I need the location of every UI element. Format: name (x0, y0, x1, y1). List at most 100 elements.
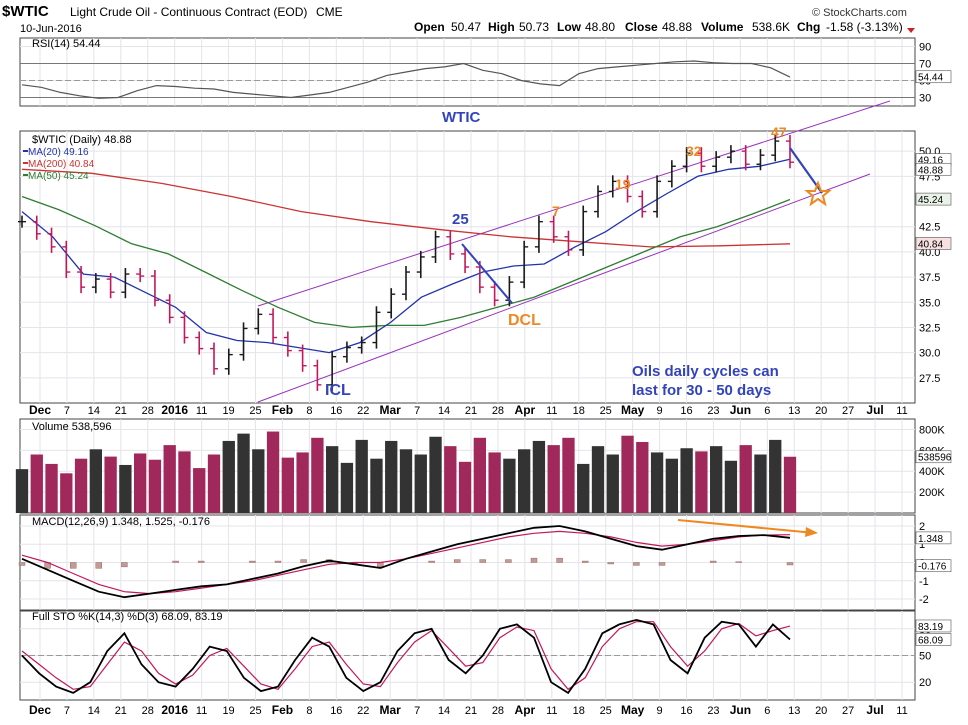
x-tick-label: 21 (115, 705, 127, 717)
volume-bar (665, 458, 679, 513)
price-y-tick-label: 40.0 (919, 247, 940, 259)
volume-bar (754, 454, 767, 513)
x-tick-label: Jun (730, 403, 751, 417)
volume-bar (222, 440, 235, 513)
sto-y-tick-label: 50 (919, 651, 931, 663)
target-star-icon (804, 180, 832, 207)
volume-bar (281, 457, 295, 513)
x-tick-label: 14 (88, 405, 100, 417)
volume-bar (30, 454, 43, 513)
volume-bar (193, 468, 206, 513)
x-tick-label: May (621, 703, 645, 717)
x-tick-label: 25 (249, 405, 261, 417)
volume-bar (15, 469, 29, 513)
macd-histogram-bar (274, 560, 282, 563)
volume-bar (458, 461, 472, 513)
x-tick-label: 22 (357, 705, 369, 717)
x-tick-label: 9 (657, 705, 663, 717)
macd-y-tick-label: -1 (919, 576, 929, 588)
volume-label: Volume (701, 20, 744, 34)
macd-histogram-bar (556, 557, 563, 563)
x-tick-label: Jun (730, 703, 751, 717)
macd-histogram-bar (18, 562, 26, 566)
x-tick-label: 11 (546, 705, 557, 717)
x-tick-label: 28 (492, 705, 504, 717)
x-tick-label: 23 (707, 705, 719, 717)
annotation-wtic: WTIC (442, 109, 480, 126)
volume-y-tick-label: 200K (919, 487, 945, 499)
x-tick-label: Jul (866, 703, 883, 717)
x-tick-label: 16 (330, 705, 342, 717)
high-value: 50.73 (519, 20, 549, 34)
chg-value: -1.58 (-3.13%) (826, 20, 903, 34)
x-tick-label: 9 (657, 405, 663, 417)
x-tick-label: 25 (600, 405, 612, 417)
price-y-tick-label: 27.5 (919, 373, 940, 385)
annotation-note-line-1: Oils daily cycles can (632, 363, 779, 380)
x-tick-label: 14 (438, 705, 450, 717)
open-value: 50.47 (451, 20, 481, 34)
volume-bar (325, 446, 339, 513)
ma50-line (21, 195, 791, 329)
x-tick-label: 21 (465, 405, 477, 417)
x-tick-label: Dec (29, 703, 51, 717)
x-tick-label: 14 (438, 405, 450, 417)
rsi-y-tick-label: 70 (919, 59, 931, 71)
x-tick-label: Mar (380, 403, 402, 417)
macd-histogram-bar (658, 562, 666, 566)
macd-histogram-bar (505, 559, 512, 563)
volume-bar (739, 445, 752, 513)
volume-bar (207, 454, 221, 513)
x-tick-label: Dec (29, 403, 51, 417)
x-tick-label: 13 (788, 405, 800, 417)
x-tick-label: 8 (306, 405, 312, 417)
macd-histogram-bar (197, 560, 205, 563)
volume-bar (488, 452, 501, 513)
annotation-decline-line (461, 243, 513, 304)
ohlc-readout: Open 50.47 High 50.73 Low 48.80 Close 48… (414, 20, 903, 34)
high-label: High (488, 20, 515, 34)
volume-bar (636, 441, 649, 513)
x-tick-label: 28 (492, 405, 504, 417)
price-y-tick-label: 30.0 (919, 348, 940, 360)
price-y-tick-label: 35.0 (919, 297, 940, 309)
exchange: CME (316, 5, 343, 19)
price-ma50-last-label: 45.24 (918, 195, 943, 206)
volume-last-box (915, 450, 952, 464)
volume-bar (355, 439, 368, 513)
annotation-cycle-19: 19 (615, 176, 631, 192)
x-tick-label: 7 (64, 405, 70, 417)
macd-histogram-bar (633, 562, 640, 566)
x-tick-label: 20 (815, 705, 827, 717)
macd-histogram-bar (735, 561, 742, 563)
x-tick-label: 21 (115, 405, 127, 417)
x-tick-label: 11 (546, 405, 557, 417)
x-tick-label: 28 (142, 405, 154, 417)
x-tick-label: Apr (515, 703, 536, 717)
macd-y-tick-label: 2 (919, 521, 925, 533)
x-tick-label: 7 (414, 405, 420, 417)
macd-histogram-bar (582, 560, 589, 563)
x-tick-label: 6 (764, 405, 770, 417)
macd-histogram-bar (786, 562, 794, 566)
x-tick-label: 21 (465, 705, 477, 717)
volume-bar (104, 456, 117, 513)
annotation-dcl: DCL (508, 312, 541, 329)
volume-bar (60, 473, 73, 513)
x-tick-label: 11 (896, 405, 907, 417)
annotation-note-line-2: last for 30 - 50 days (632, 382, 771, 399)
price-ma200-last-box (915, 237, 952, 250)
x-tick-label: 25 (600, 705, 612, 717)
x-tick-label: 2016 (161, 403, 188, 417)
annotation-cycle-25: 25 (452, 211, 469, 228)
price-ma200-last-label: 40.84 (918, 239, 943, 250)
x-tick-label: 19 (222, 405, 234, 417)
rsi-title: RSI(14) 54.44 (32, 38, 100, 50)
annotation-macd-arrow (677, 519, 816, 534)
volume-bar (709, 446, 723, 513)
x-tick-label: 11 (896, 705, 907, 717)
volume-bar (429, 436, 442, 513)
x-tick-label: May (621, 403, 645, 417)
x-tick-label: 27 (842, 405, 854, 417)
